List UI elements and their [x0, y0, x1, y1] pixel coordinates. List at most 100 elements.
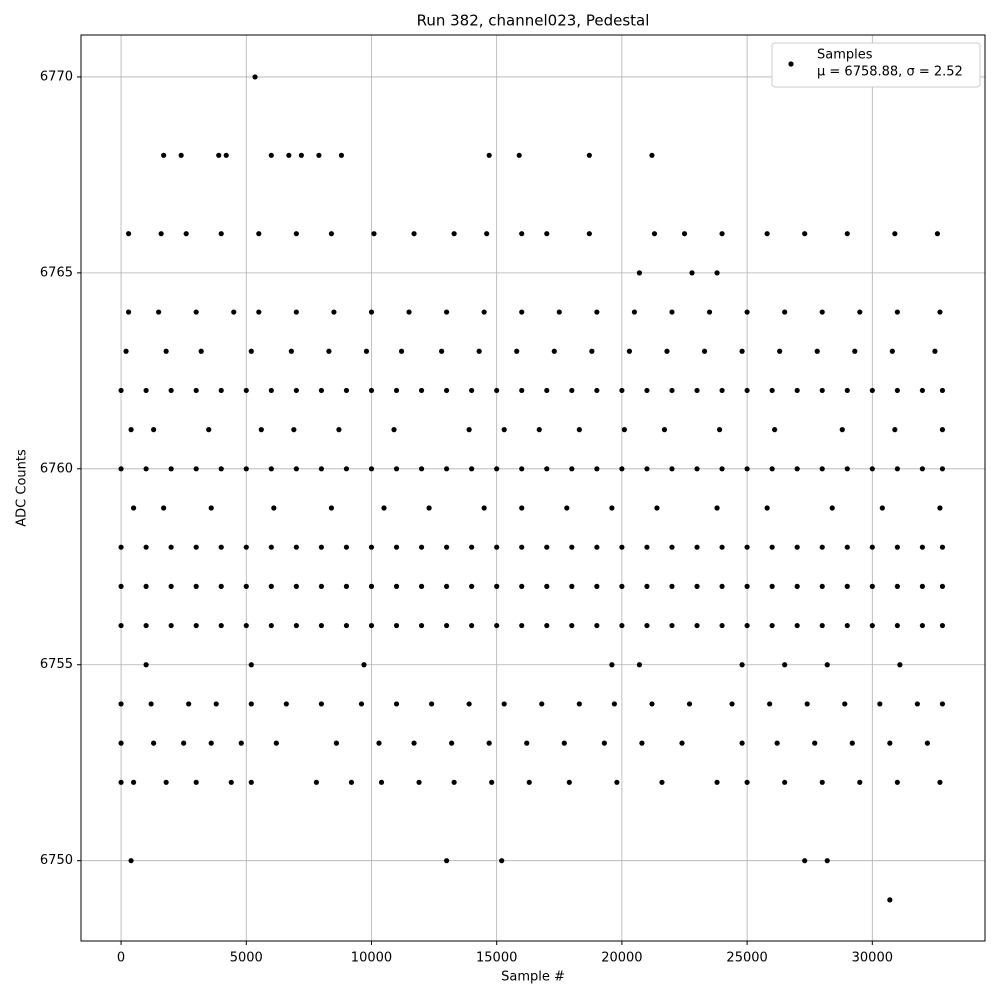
data-point	[293, 622, 299, 629]
data-point	[469, 466, 475, 472]
data-point	[619, 544, 625, 550]
data-point	[576, 701, 582, 707]
data-point	[812, 740, 818, 746]
data-point	[158, 231, 164, 237]
data-point	[444, 583, 450, 589]
data-point	[193, 387, 199, 394]
data-point	[258, 427, 264, 433]
data-point	[118, 779, 124, 785]
data-point	[163, 348, 169, 354]
data-point	[118, 583, 124, 589]
data-point	[288, 348, 294, 354]
data-point	[168, 544, 174, 550]
data-point	[887, 897, 893, 903]
x-tick-label: 10000	[351, 951, 392, 966]
data-point	[769, 544, 775, 550]
data-point	[849, 740, 855, 746]
data-point	[193, 583, 199, 589]
data-point	[551, 348, 557, 354]
data-point	[669, 466, 675, 472]
data-point	[130, 779, 137, 785]
data-point	[318, 544, 324, 550]
data-point	[328, 505, 335, 511]
data-point	[223, 152, 229, 158]
data-point	[318, 622, 324, 629]
data-point	[716, 427, 723, 433]
data-point	[594, 466, 600, 472]
data-point	[451, 231, 457, 237]
data-point	[544, 231, 550, 237]
data-point	[897, 662, 903, 668]
data-point	[651, 231, 658, 237]
data-point	[714, 779, 720, 785]
data-point	[516, 152, 522, 158]
data-point	[937, 309, 943, 315]
data-point	[594, 309, 600, 315]
data-point	[271, 505, 277, 511]
x-tick-label: 25000	[726, 951, 767, 966]
y-axis-label: ADC Counts	[15, 449, 30, 527]
data-point	[636, 662, 643, 668]
data-point	[363, 348, 370, 354]
data-point	[193, 779, 199, 785]
data-point	[128, 858, 134, 864]
data-point	[654, 505, 660, 511]
data-point	[819, 622, 825, 629]
data-point	[118, 466, 124, 472]
data-point	[151, 427, 157, 433]
data-point	[644, 387, 650, 394]
data-point	[343, 387, 350, 394]
data-point	[794, 466, 800, 472]
data-point	[769, 466, 775, 472]
data-point	[393, 622, 400, 629]
x-tick-label: 30000	[852, 951, 893, 966]
data-point	[476, 348, 482, 354]
data-point	[644, 622, 650, 629]
data-point	[777, 348, 783, 354]
data-point	[939, 544, 946, 550]
data-point	[939, 583, 946, 589]
data-point	[343, 466, 350, 472]
data-point	[894, 544, 900, 550]
data-point	[368, 309, 375, 315]
data-point	[161, 152, 167, 158]
data-point	[273, 740, 279, 746]
data-point	[714, 270, 720, 276]
data-point	[939, 427, 946, 433]
data-point	[125, 309, 132, 315]
data-point	[586, 152, 592, 158]
data-point	[764, 231, 770, 237]
data-point	[293, 583, 299, 589]
data-point	[293, 466, 299, 472]
data-point	[544, 466, 550, 472]
data-point	[293, 309, 299, 315]
data-point	[681, 231, 688, 237]
data-point	[669, 387, 675, 394]
data-point	[216, 152, 222, 158]
data-point	[824, 858, 830, 864]
data-point	[218, 544, 224, 550]
data-point	[243, 544, 249, 550]
data-point	[919, 544, 925, 550]
data-point	[519, 544, 525, 550]
data-point	[619, 466, 625, 472]
data-point	[368, 544, 375, 550]
data-point	[924, 740, 931, 746]
data-point	[536, 427, 542, 433]
data-point	[919, 583, 925, 589]
data-point	[218, 466, 224, 472]
data-point	[844, 622, 850, 629]
data-point	[869, 387, 875, 394]
data-point	[393, 544, 400, 550]
y-tick-label: 6760	[40, 461, 73, 476]
data-point	[544, 544, 550, 550]
data-point	[614, 779, 620, 785]
data-point	[526, 779, 532, 785]
data-point	[466, 701, 472, 707]
data-point	[857, 779, 863, 785]
data-point	[782, 779, 788, 785]
data-point	[444, 309, 450, 315]
data-point	[268, 622, 274, 629]
data-point	[469, 583, 475, 589]
data-point	[368, 466, 375, 472]
